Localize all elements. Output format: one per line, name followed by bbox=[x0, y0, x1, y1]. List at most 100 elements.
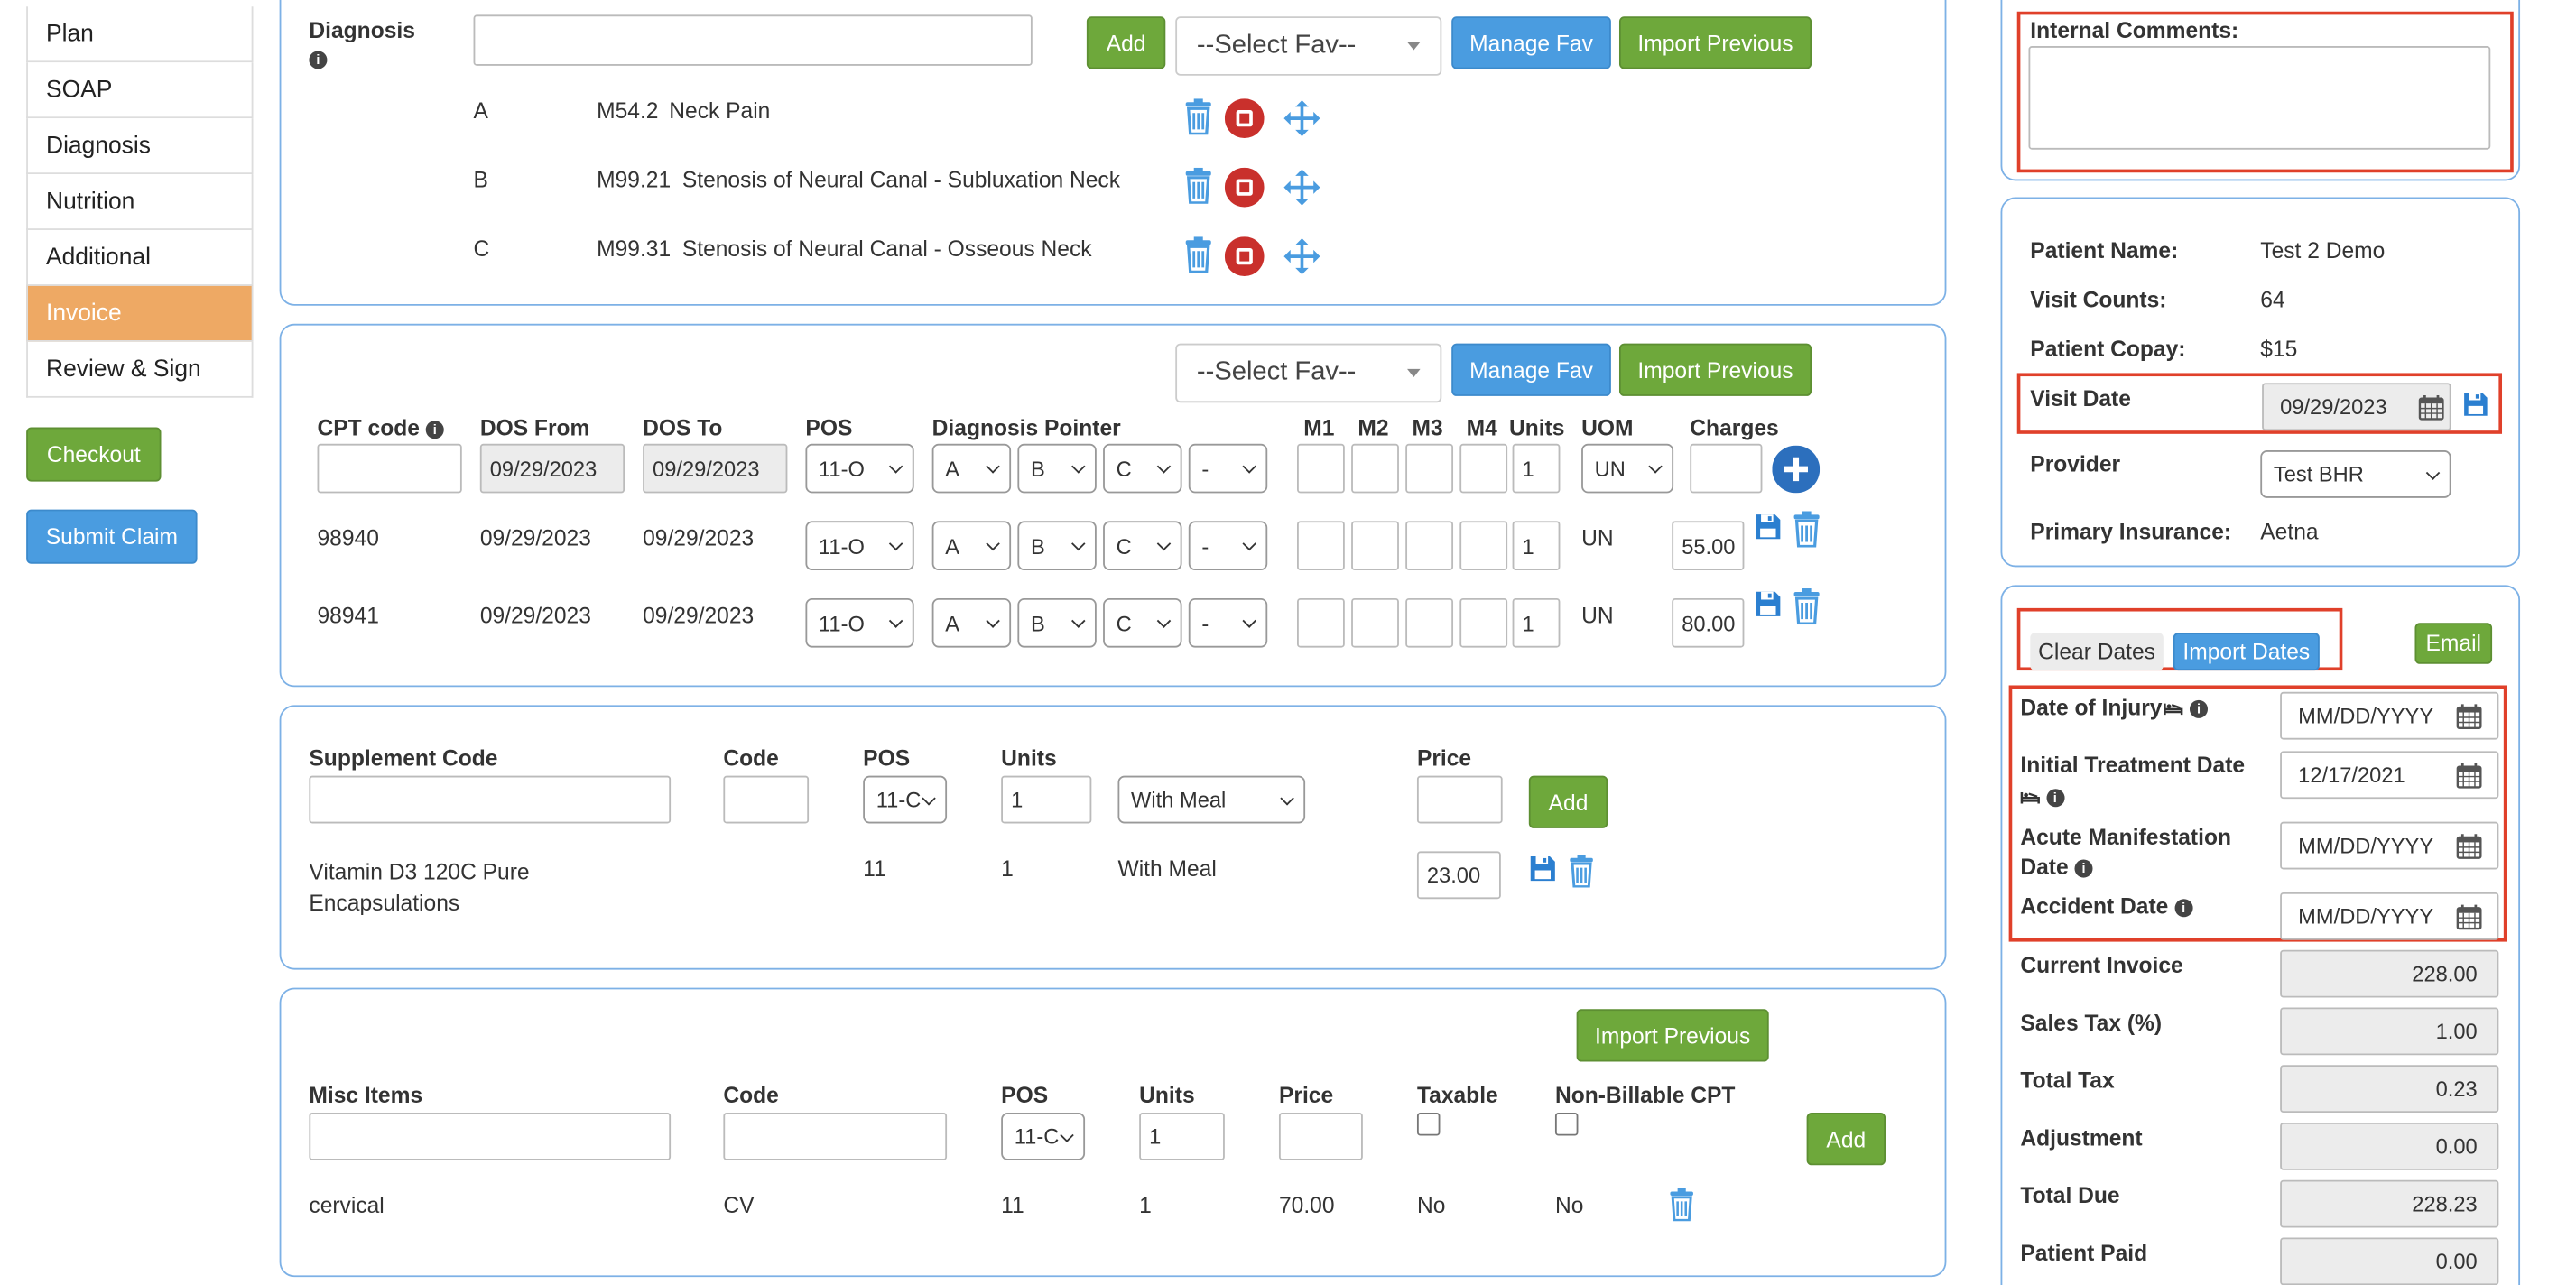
supplement-add-button[interactable]: Add bbox=[1528, 775, 1608, 828]
initial-treatment-date-input[interactable]: 12/17/2021 bbox=[2280, 751, 2499, 800]
cpt-row-m3[interactable] bbox=[1405, 597, 1454, 648]
save-icon[interactable] bbox=[1754, 590, 1782, 618]
cpt-row-pointer-3[interactable]: C bbox=[1103, 521, 1182, 570]
move-icon[interactable] bbox=[1283, 168, 1322, 208]
cpt-row-pointer-1[interactable]: A bbox=[931, 521, 1012, 570]
diagnosis-select-fav[interactable]: --Select Fav-- bbox=[1175, 16, 1442, 76]
nav-invoice[interactable]: Invoice bbox=[26, 285, 254, 342]
trash-icon[interactable] bbox=[1792, 588, 1821, 624]
nav-plan[interactable]: Plan bbox=[26, 6, 254, 63]
uom-select[interactable]: UN bbox=[1581, 443, 1674, 494]
nav-review-sign[interactable]: Review & Sign bbox=[26, 341, 254, 398]
cpt-row-m3[interactable] bbox=[1405, 521, 1454, 570]
cpt-row-m4[interactable] bbox=[1459, 521, 1508, 570]
misc-item-input[interactable] bbox=[309, 1113, 672, 1160]
cpt-row-pointer-4[interactable]: - bbox=[1188, 597, 1268, 648]
misc-non-billable-checkbox[interactable] bbox=[1554, 1113, 1579, 1136]
trash-icon[interactable] bbox=[1569, 855, 1595, 887]
diagnosis-search-input[interactable] bbox=[473, 14, 1033, 66]
nav-nutrition[interactable]: Nutrition bbox=[26, 174, 254, 230]
save-icon[interactable] bbox=[2462, 391, 2488, 417]
calendar-icon[interactable] bbox=[2456, 704, 2482, 730]
calendar-icon[interactable] bbox=[2456, 763, 2482, 789]
supplement-row-price-input[interactable]: 23.00 bbox=[1416, 851, 1501, 900]
cpt-row-pos-select[interactable]: 11-O bbox=[805, 597, 914, 648]
trash-icon[interactable] bbox=[1669, 1188, 1695, 1221]
misc-taxable-checkbox[interactable] bbox=[1416, 1113, 1441, 1136]
cpt-row-m1[interactable] bbox=[1297, 521, 1345, 570]
provider-select[interactable]: Test BHR bbox=[2260, 450, 2451, 498]
misc-add-button[interactable]: Add bbox=[1806, 1113, 1886, 1166]
m4-input[interactable] bbox=[1459, 443, 1508, 494]
calendar-icon[interactable] bbox=[2456, 904, 2482, 930]
save-icon[interactable] bbox=[1529, 855, 1557, 883]
trash-icon[interactable] bbox=[1183, 98, 1213, 134]
charges-input[interactable] bbox=[1690, 443, 1763, 494]
supplement-code-input[interactable] bbox=[309, 775, 672, 824]
cpt-import-previous-button[interactable]: Import Previous bbox=[1618, 343, 1812, 396]
m2-input[interactable] bbox=[1351, 443, 1399, 494]
cpt-manage-fav-button[interactable]: Manage Fav bbox=[1451, 343, 1611, 396]
cpt-row-charge-input[interactable]: 55.00 bbox=[1672, 521, 1745, 570]
cpt-row-pointer-1[interactable]: A bbox=[931, 597, 1012, 648]
trash-icon[interactable] bbox=[1183, 168, 1213, 204]
cpt-row-m4[interactable] bbox=[1459, 597, 1508, 648]
internal-comments-textarea[interactable] bbox=[2028, 45, 2491, 150]
pointer-1-select[interactable]: A bbox=[931, 443, 1012, 494]
cpt-row-pointer-3[interactable]: C bbox=[1103, 597, 1182, 648]
nav-additional[interactable]: Additional bbox=[26, 229, 254, 286]
m3-input[interactable] bbox=[1405, 443, 1454, 494]
pointer-4-select[interactable]: - bbox=[1188, 443, 1268, 494]
nav-soap[interactable]: SOAP bbox=[26, 62, 254, 119]
nav-diagnosis[interactable]: Diagnosis bbox=[26, 118, 254, 175]
misc-pos-select[interactable]: 11-C bbox=[1001, 1113, 1086, 1160]
checkout-button[interactable]: Checkout bbox=[26, 427, 162, 482]
supplement-units-input[interactable]: 1 bbox=[1001, 775, 1092, 824]
accident-date-input[interactable]: MM/DD/YYYY bbox=[2280, 892, 2499, 940]
trash-icon[interactable] bbox=[1792, 511, 1821, 547]
move-icon[interactable] bbox=[1283, 98, 1322, 138]
dos-from-input[interactable]: 09/29/2023 bbox=[479, 443, 625, 494]
clear-dates-button[interactable]: Clear Dates bbox=[2030, 633, 2164, 671]
diagnosis-add-button[interactable]: Add bbox=[1086, 16, 1166, 69]
diagnosis-import-previous-button[interactable]: Import Previous bbox=[1618, 16, 1812, 69]
email-button[interactable]: Email bbox=[2414, 623, 2493, 664]
misc-import-previous-button[interactable]: Import Previous bbox=[1576, 1009, 1769, 1062]
acute-manifestation-date-input[interactable]: MM/DD/YYYY bbox=[2280, 821, 2499, 870]
cpt-select-fav[interactable]: --Select Fav-- bbox=[1175, 343, 1442, 403]
cpt-row-units[interactable]: 1 bbox=[1512, 597, 1561, 648]
stop-icon[interactable] bbox=[1225, 168, 1265, 208]
supplement-pos-select[interactable]: 11-C bbox=[863, 775, 948, 824]
misc-price-input[interactable] bbox=[1278, 1113, 1363, 1160]
misc-code-input[interactable] bbox=[723, 1113, 948, 1160]
date-of-injury-input[interactable]: MM/DD/YYYY bbox=[2280, 691, 2499, 740]
cpt-row-pos-select[interactable]: 11-O bbox=[805, 521, 914, 570]
cpt-row-units[interactable]: 1 bbox=[1512, 521, 1561, 570]
submit-claim-button[interactable]: Submit Claim bbox=[26, 509, 198, 564]
cpt-row-charge-input[interactable]: 80.00 bbox=[1672, 597, 1745, 648]
pos-select[interactable]: 11-O bbox=[805, 443, 914, 494]
stop-icon[interactable] bbox=[1225, 98, 1265, 138]
trash-icon[interactable] bbox=[1183, 236, 1213, 273]
diagnosis-manage-fav-button[interactable]: Manage Fav bbox=[1451, 16, 1611, 69]
cpt-row-m2[interactable] bbox=[1351, 521, 1399, 570]
dos-to-input[interactable]: 09/29/2023 bbox=[643, 443, 788, 494]
cpt-row-m2[interactable] bbox=[1351, 597, 1399, 648]
cpt-row-pointer-2[interactable]: B bbox=[1017, 521, 1097, 570]
save-icon[interactable] bbox=[1754, 513, 1782, 541]
pointer-3-select[interactable]: C bbox=[1103, 443, 1182, 494]
units-input[interactable]: 1 bbox=[1512, 443, 1561, 494]
stop-icon[interactable] bbox=[1225, 236, 1265, 276]
calendar-icon[interactable] bbox=[2456, 833, 2482, 859]
calendar-icon[interactable] bbox=[2418, 394, 2444, 421]
move-icon[interactable] bbox=[1283, 236, 1322, 276]
supplement-code-field[interactable] bbox=[723, 775, 810, 824]
import-dates-button[interactable]: Import Dates bbox=[2173, 633, 2320, 671]
cpt-code-input[interactable] bbox=[317, 443, 462, 494]
supplement-meal-select[interactable]: With Meal bbox=[1117, 775, 1306, 824]
misc-units-input[interactable]: 1 bbox=[1139, 1113, 1225, 1160]
cpt-row-pointer-2[interactable]: B bbox=[1017, 597, 1097, 648]
cpt-row-m1[interactable] bbox=[1297, 597, 1345, 648]
pointer-2-select[interactable]: B bbox=[1017, 443, 1097, 494]
m1-input[interactable] bbox=[1297, 443, 1345, 494]
